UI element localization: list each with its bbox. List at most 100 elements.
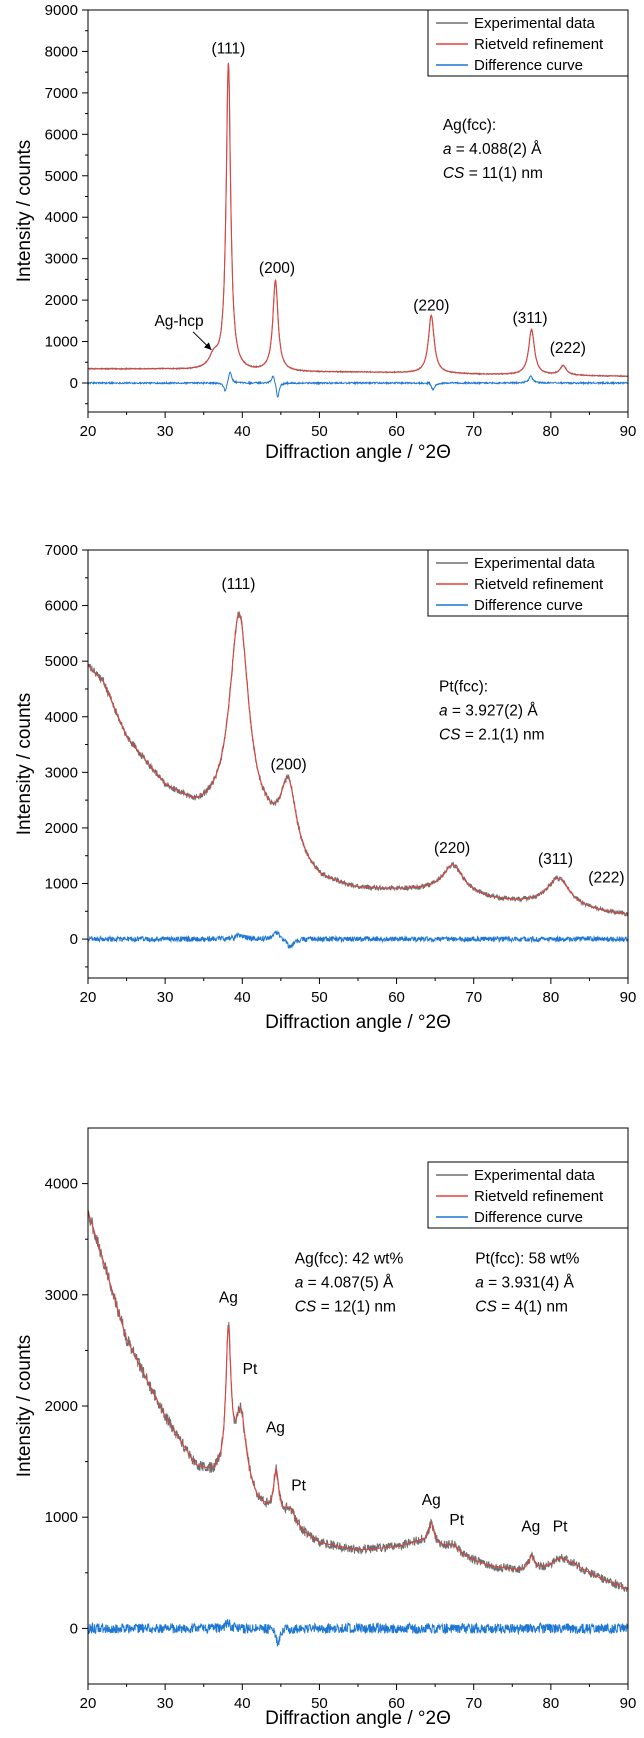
phase-name: Ag(fcc): 42 wt% (295, 1251, 404, 1268)
legend-entry: Experimental data (474, 1167, 596, 1184)
y-tick-label: 5000 (45, 653, 78, 670)
y-tick-label: 7000 (45, 85, 78, 102)
lattice-parameter: a = 4.088(2) Å (443, 141, 542, 158)
lattice-parameter: a = 3.927(2) Å (439, 703, 538, 720)
peak-label: Pt (553, 1519, 568, 1536)
x-tick-label: 90 (620, 989, 637, 1006)
lattice-parameter: a = 3.931(4) Å (475, 1275, 574, 1292)
difference-curve-line (88, 1618, 628, 1647)
rietveld-refinement-line (88, 1211, 628, 1590)
y-tick-label: 6000 (45, 126, 78, 143)
peak-label: (220) (413, 297, 449, 314)
x-tick-label: 20 (80, 1695, 97, 1712)
phase-name: Pt(fcc): 58 wt% (475, 1251, 579, 1268)
x-tick-label: 80 (543, 1695, 560, 1712)
arrow-annotation-label: Ag-hcp (154, 313, 203, 330)
lattice-parameter: a = 4.087(5) Å (295, 1275, 394, 1292)
y-tick-label: 8000 (45, 43, 78, 60)
phase-info: Ag(fcc): a = 4.088(2) Å CS = 11(1) nm (443, 117, 543, 182)
peak-label: (111) (221, 576, 255, 593)
legend-entry: Experimental data (474, 555, 596, 572)
rietveld-refinement-line (88, 613, 628, 915)
y-tick-label: 2000 (45, 1398, 78, 1415)
x-tick-label: 30 (157, 1695, 174, 1712)
peak-label: Ag (422, 1492, 441, 1509)
peak-label: Ag (266, 1420, 285, 1437)
x-tick-label: 60 (388, 1695, 405, 1712)
x-tick-label: 60 (388, 423, 405, 440)
x-tick-label: 90 (620, 1695, 637, 1712)
rietveld-refinement-line (88, 63, 628, 377)
x-tick-label: 30 (157, 423, 174, 440)
x-axis-title: Diffraction angle / °2Θ (265, 1012, 451, 1033)
x-tick-label: 20 (80, 423, 97, 440)
y-tick-label: 3000 (45, 1287, 78, 1304)
y-tick-label: 1000 (45, 334, 78, 351)
legend-entry: Rietveld refinement (474, 576, 604, 593)
xrd-plot-agpt: 20 30 40 50 60 70 80 90 0 1000 2000 3000 4000 Diffrac… (14, 1127, 637, 1729)
crystallite-size: CS = 2.1(1) nm (439, 727, 545, 744)
x-tick-label: 50 (311, 1695, 328, 1712)
y-tick-label: 1000 (45, 876, 78, 893)
xrd-plot-ag: 20 30 40 50 60 70 80 90 0 1000 2000 3000 4000 5000 600… (14, 2, 637, 463)
difference-curve-line (88, 929, 628, 950)
y-tick-label: 2000 (45, 292, 78, 309)
crystallite-size: CS = 12(1) nm (295, 1299, 396, 1316)
x-tick-label: 90 (620, 423, 637, 440)
xrd-plot-pt: 20 30 40 50 60 70 80 90 0 1000 2000 3000 4000 5000 600… (14, 542, 637, 1033)
phase-info: Pt(fcc): 58 wt% a = 3.931(4) Å CS = 4(1) n… (475, 1251, 579, 1316)
x-tick-label: 50 (311, 423, 328, 440)
legend-entry: Rietveld refinement (474, 1188, 604, 1205)
x-tick-label: 50 (311, 989, 328, 1006)
peak-label: (311) (513, 310, 548, 327)
peak-label: Pt (291, 1478, 306, 1495)
y-tick-label: 5000 (45, 168, 78, 185)
peak-label: (311) (538, 851, 573, 868)
x-tick-label: 40 (234, 423, 251, 440)
legend-entry: Rietveld refinement (474, 36, 604, 53)
plot-area (88, 611, 628, 950)
y-tick-label: 0 (70, 375, 78, 392)
peak-label: (222) (550, 340, 586, 357)
y-tick-label: 1000 (45, 1509, 78, 1526)
y-tick-label: 2000 (45, 820, 78, 837)
x-tick-label: 70 (465, 423, 482, 440)
y-tick-label: 0 (70, 931, 78, 948)
legend: Experimental data Rietveld refinement Diff… (427, 549, 629, 617)
peak-label: (222) (588, 869, 624, 886)
phase-info: Pt(fcc): a = 3.927(2) Å CS = 2.1(1) nm (439, 679, 545, 744)
y-tick-label: 4000 (45, 1176, 78, 1193)
x-tick-label: 40 (234, 989, 251, 1006)
crystallite-size: CS = 4(1) nm (475, 1299, 568, 1316)
legend-entry: Difference curve (474, 597, 583, 614)
peak-label: Ag (521, 1519, 540, 1536)
y-tick-label: 4000 (45, 709, 78, 726)
x-tick-label: 70 (465, 1695, 482, 1712)
x-tick-label: 20 (80, 989, 97, 1006)
phase-name: Ag(fcc): (443, 117, 496, 134)
phase-info: Ag(fcc): 42 wt% a = 4.087(5) Å CS = 12(1) … (295, 1251, 404, 1316)
plot-area (88, 1209, 628, 1647)
x-tick-label: 80 (543, 423, 560, 440)
peak-label: (111) (211, 41, 245, 58)
peak-label: Pt (243, 1361, 258, 1378)
y-tick-label: 9000 (45, 2, 78, 19)
legend: Experimental data Rietveld refinement Diff… (427, 9, 629, 77)
y-tick-label: 0 (70, 1620, 78, 1637)
legend-entry: Difference curve (474, 1209, 583, 1226)
x-tick-label: 60 (388, 989, 405, 1006)
x-tick-label: 30 (157, 989, 174, 1006)
x-axis-title: Diffraction angle / °2Θ (265, 442, 451, 463)
y-tick-label: 4000 (45, 209, 78, 226)
arrow-head (204, 342, 212, 350)
peak-label: (200) (259, 260, 295, 277)
y-axis-title: Intensity / counts (14, 1335, 35, 1478)
legend: Experimental data Rietveld refinement Diff… (427, 1161, 629, 1229)
y-tick-label: 3000 (45, 764, 78, 781)
peak-label: (220) (434, 840, 470, 857)
peak-label: (200) (270, 757, 306, 774)
legend-entry: Difference curve (474, 57, 583, 74)
peak-label: Pt (449, 1512, 464, 1529)
crystallite-size: CS = 11(1) nm (443, 165, 543, 182)
